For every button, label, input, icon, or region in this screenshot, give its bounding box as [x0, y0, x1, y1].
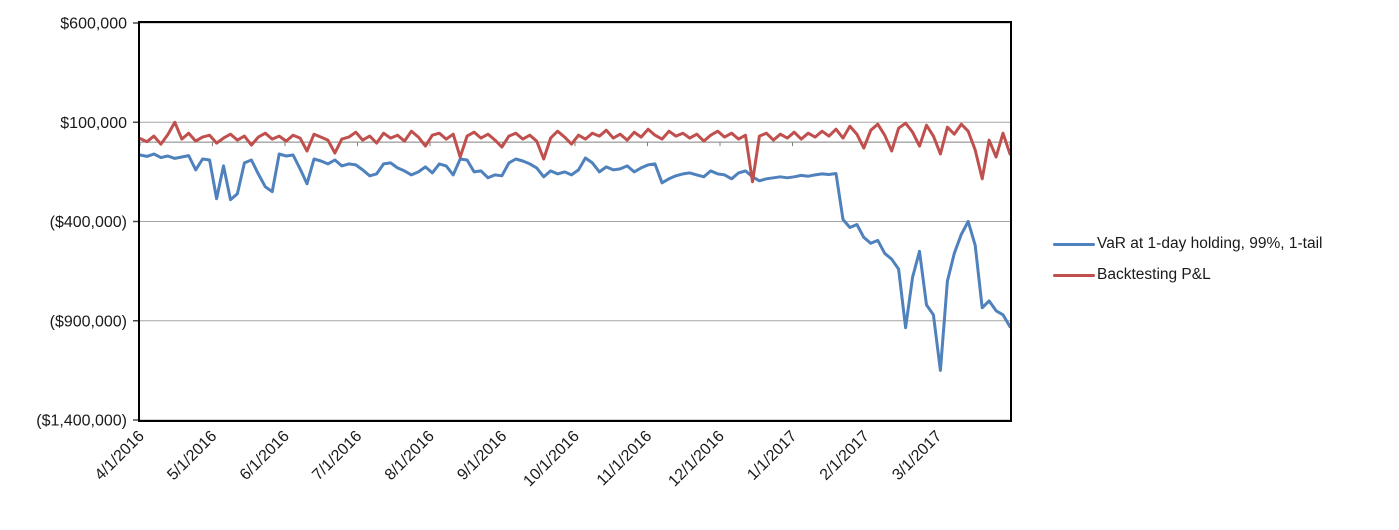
x-axis-tick-label: 8/1/2016 [382, 428, 438, 484]
legend-swatch-pnl-line [1053, 273, 1095, 277]
x-axis-tick-label: 1/1/2017 [744, 428, 800, 484]
legend-label-backtesting-pnl: Backtesting P&L [1097, 266, 1211, 283]
y-axis-tick-label: ($1,400,000) [36, 413, 127, 430]
series-line-var [138, 152, 1012, 372]
x-axis-tick-label: 3/1/2017 [889, 428, 945, 484]
legend: VaR at 1-day holding, 99%, 1-tail Backte… [1053, 235, 1322, 284]
legend-item-backtesting-pnl: Backtesting P&L [1053, 266, 1322, 284]
legend-swatch-var-line [1053, 242, 1095, 246]
x-axis-tick-label: 2/1/2017 [817, 428, 873, 484]
legend-item-var: VaR at 1-day holding, 99%, 1-tail [1053, 235, 1322, 253]
plot-border [138, 21, 1012, 422]
x-axis-tick-label: 9/1/2016 [454, 428, 510, 484]
x-axis-tick-label: 10/1/2016 [520, 428, 582, 490]
x-axis-tick-label: 11/1/2016 [594, 428, 656, 490]
x-axis-tick-label: 5/1/2016 [164, 428, 220, 484]
y-axis-tick-label: ($900,000) [50, 313, 127, 330]
y-axis-tick-label: $100,000 [60, 115, 127, 132]
legend-label-var: VaR at 1-day holding, 99%, 1-tail [1097, 235, 1323, 252]
x-axis-tick-label: 4/1/2016 [92, 428, 148, 484]
series-line-backtesting-pnl [138, 120, 1012, 184]
x-axis-tick-label: 7/1/2016 [309, 428, 365, 484]
x-axis-tick-label: 6/1/2016 [237, 428, 293, 484]
x-axis-tick-label: 12/1/2016 [665, 428, 727, 490]
y-axis-tick-label: ($400,000) [50, 214, 127, 231]
y-axis-tick-label: $600,000 [60, 16, 127, 33]
